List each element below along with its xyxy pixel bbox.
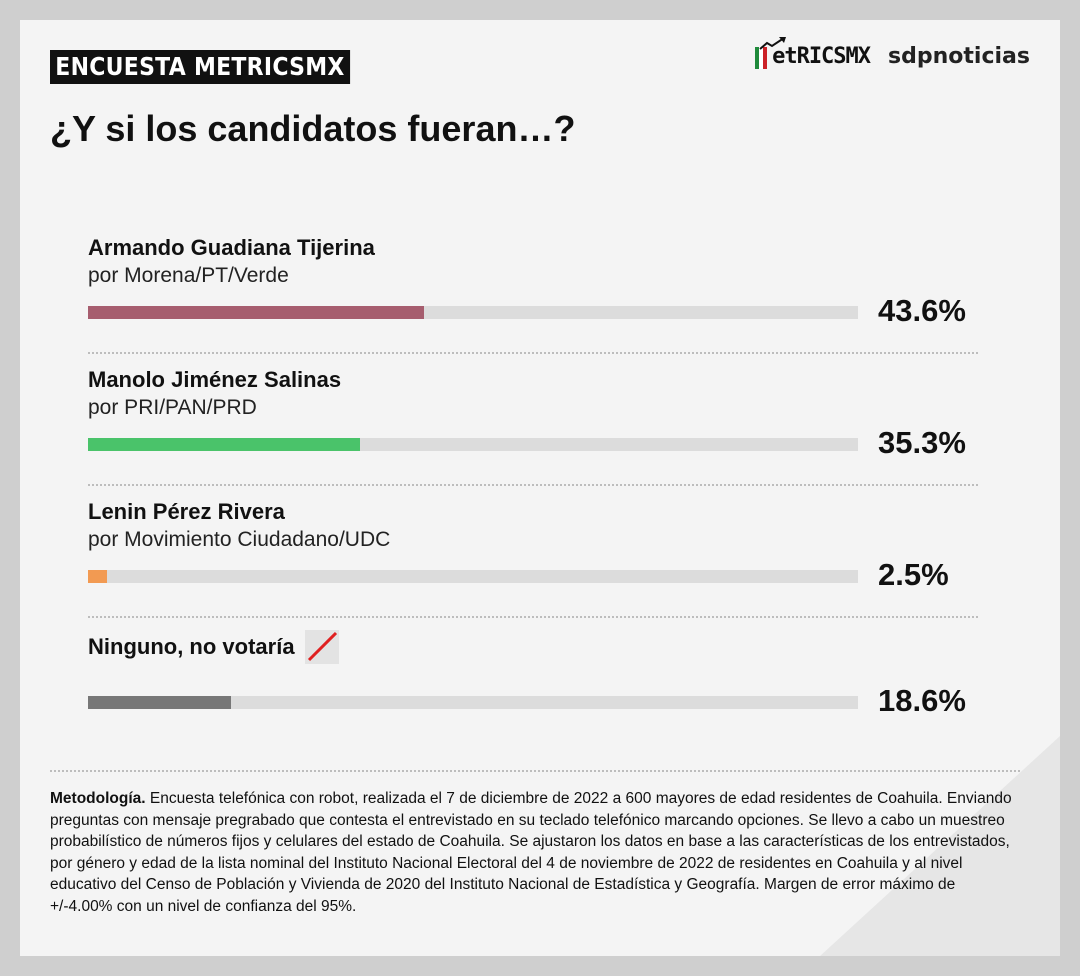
candidate-row: Manolo Jiménez Salinas por PRI/PAN/PRD 3… <box>88 366 978 486</box>
logos: etRICSMX sdpnoticias <box>755 37 1030 69</box>
percentage-label: 35.3% <box>878 425 966 460</box>
trend-arrow-icon <box>759 37 787 50</box>
bar-track <box>88 306 858 319</box>
no-vote-icon <box>304 630 339 664</box>
candidate-name-text: Armando Guadiana Tijerina <box>88 235 375 260</box>
candidate-name: Ninguno, no votaría <box>88 630 978 664</box>
methodology-label: Metodología. <box>50 790 146 807</box>
sdpnoticias-logo: sdpnoticias <box>888 44 1030 69</box>
candidate-row: Lenin Pérez Rivera por Movimiento Ciudad… <box>88 498 978 618</box>
candidate-row: Ninguno, no votaría 18.6% <box>88 630 978 730</box>
infographic-card: ENCUESTA METRICSMX ¿Y si los candidatos … <box>20 20 1060 956</box>
methodology-note: Metodología. Encuesta telefónica con rob… <box>50 770 1020 917</box>
page-title: ¿Y si los candidatos fueran…? <box>50 108 576 149</box>
results-chart: Armando Guadiana Tijerina por Morena/PT/… <box>88 234 978 730</box>
flag-white-stripe <box>759 47 764 69</box>
background-decoration <box>820 736 1060 956</box>
candidate-name-text: Ninguno, no votaría <box>88 634 295 659</box>
bar-line: 18.6% <box>88 678 978 726</box>
bar-fill <box>88 438 360 451</box>
bar-track <box>88 696 858 709</box>
candidate-name: Manolo Jiménez Salinas <box>88 366 978 394</box>
percentage-label: 43.6% <box>878 293 966 328</box>
bar-fill <box>88 570 107 583</box>
candidate-party: por Movimiento Ciudadano/UDC <box>88 528 391 551</box>
candidate-name-text: Manolo Jiménez Salinas <box>88 367 342 392</box>
bar-fill <box>88 696 231 709</box>
candidate-name: Armando Guadiana Tijerina <box>88 234 978 262</box>
percentage-label: 2.5% <box>878 557 949 592</box>
slash-icon <box>307 631 337 662</box>
metricsmx-logo-text: etRICSMX <box>772 44 871 69</box>
bar-line: 43.6% <box>88 290 978 338</box>
survey-badge: ENCUESTA METRICSMX <box>50 50 350 84</box>
bar-track <box>88 438 858 451</box>
candidate-party: por Morena/PT/Verde <box>88 264 289 287</box>
bar-line: 2.5% <box>88 554 978 602</box>
candidate-name: Lenin Pérez Rivera <box>88 498 978 526</box>
methodology-text: Encuesta telefónica con robot, realizada… <box>50 790 1012 915</box>
flag-red-stripe <box>763 47 768 69</box>
candidate-row: Armando Guadiana Tijerina por Morena/PT/… <box>88 234 978 354</box>
percentage-label: 18.6% <box>878 683 966 718</box>
bar-track <box>88 570 858 583</box>
candidate-name-text: Lenin Pérez Rivera <box>88 499 285 524</box>
candidate-party: por PRI/PAN/PRD <box>88 396 257 419</box>
mexico-flag-icon <box>755 47 768 69</box>
bar-line: 35.3% <box>88 422 978 470</box>
bar-fill <box>88 306 424 319</box>
metricsmx-logo: etRICSMX <box>755 37 871 69</box>
flag-green-stripe <box>755 47 760 69</box>
